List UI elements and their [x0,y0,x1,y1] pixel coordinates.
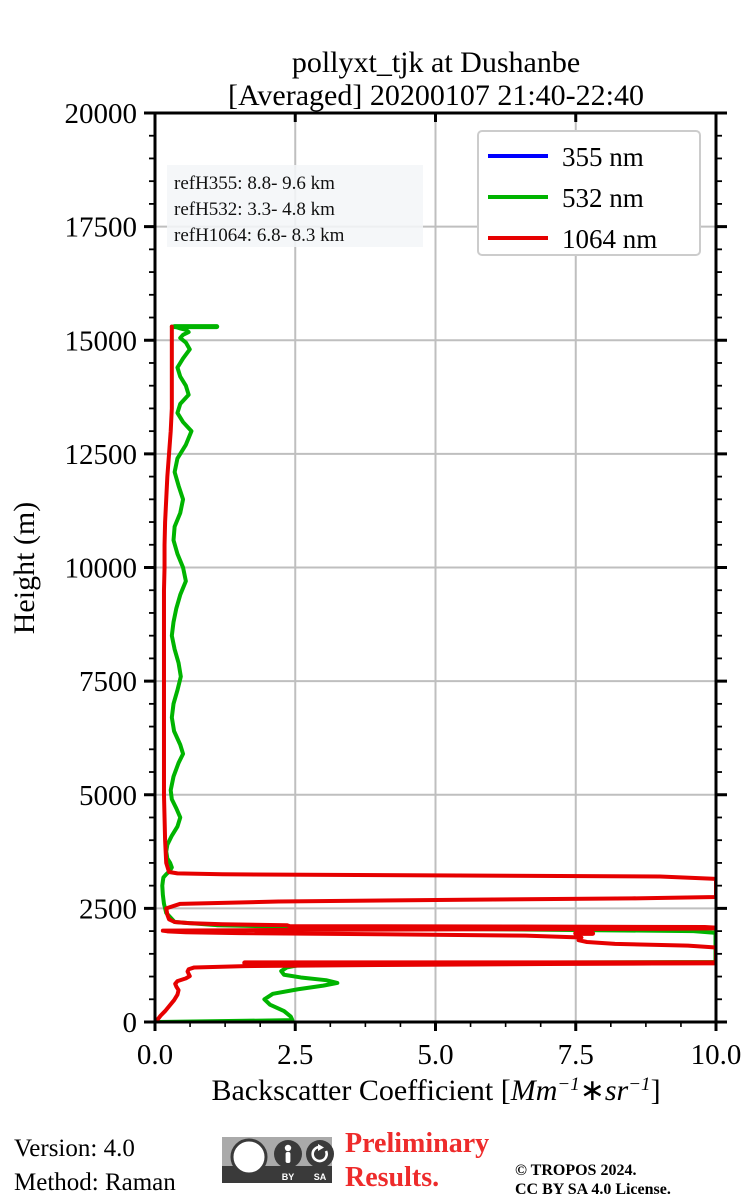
axis-ticks [144,111,727,1031]
series-line-1064-nm [155,324,716,1022]
x-tick-label: 2.5 [277,1039,313,1071]
sa-arc [311,1145,328,1163]
cc-circle-ring [230,1138,268,1176]
annotation-line-1064: refH1064: 6.8- 8.3 km [174,225,345,246]
by-person-head [284,1144,292,1152]
plot-area: 0.0 2.5 5.0 7.5 10.0 0 2500 5000 7500 10000 12500 1… [65,98,742,1071]
legend-box [477,130,701,256]
annotation-line-532: refH532: 3.3- 4.8 km [174,199,335,220]
axis-tick-labels: 0.0 2.5 5.0 7.5 10.0 0 2500 5000 7500 10000 12500 1… [65,98,742,1071]
cc-license-badge[interactable]: cc BY SA [222,1137,334,1183]
y-tick-label: 0 [123,1007,138,1039]
by-person-body [285,1152,291,1163]
y-tick-label: 7500 [79,666,137,698]
annotation-background [167,165,423,247]
sa-share-icon [306,1140,334,1168]
series-line-532-nm [155,324,716,1022]
annotation-line-355: refH355: 8.8- 9.6 km [174,173,335,194]
legend-label-1064[interactable]: 1064 nm [562,224,657,254]
cc-circle-icon [232,1140,266,1174]
y-tick-label: 5000 [79,780,137,812]
copyright-line1: © TROPOS 2024. [515,1162,636,1179]
sa-label: SA [314,1172,327,1182]
x-tick-label: 0.0 [137,1039,173,1071]
x-axis-label: Backscatter Coefficient [Mm−1∗sr−1] [211,1074,660,1107]
y-tick-label: 15000 [65,325,138,357]
y-axis-label: Height (m) [8,502,41,634]
chart-title-line1: pollyxt_tjk at Dushanbe [292,46,580,79]
copyright-line2: CC BY SA 4.0 License. [515,1181,671,1198]
y-tick-label: 20000 [65,98,138,130]
method-text: Method: Raman [14,1169,176,1196]
sa-arrowhead [318,1144,324,1151]
x-tick-label: 7.5 [558,1039,594,1071]
x-tick-label: 10.0 [691,1039,742,1071]
y-tick-label: 2500 [79,893,137,925]
by-label: BY [282,1172,295,1182]
preliminary-line2: Results. [345,1162,439,1193]
cc-label: cc [240,1150,259,1169]
chart-title-line2: [Averaged] 20200107 21:40-22:40 [228,79,644,112]
preliminary-line1: Preliminary [345,1128,489,1159]
legend-label-355[interactable]: 355 nm [562,142,644,172]
x-tick-label: 5.0 [417,1039,453,1071]
y-tick-label: 17500 [65,212,138,244]
y-tick-label: 12500 [65,439,138,471]
footer: Version: 4.0 Method: Raman cc BY SA Prel… [14,1128,671,1198]
data-curves [155,324,716,1022]
version-text: Version: 4.0 [14,1135,135,1162]
legend-label-532[interactable]: 532 nm [562,183,644,213]
gridlines [155,113,716,1022]
reference-height-annotation: refH355: 8.8- 9.6 km refH532: 3.3- 4.8 k… [167,165,423,247]
y-tick-label: 10000 [65,553,138,585]
legend[interactable]: 355 nm 532 nm 1064 nm [477,130,701,256]
